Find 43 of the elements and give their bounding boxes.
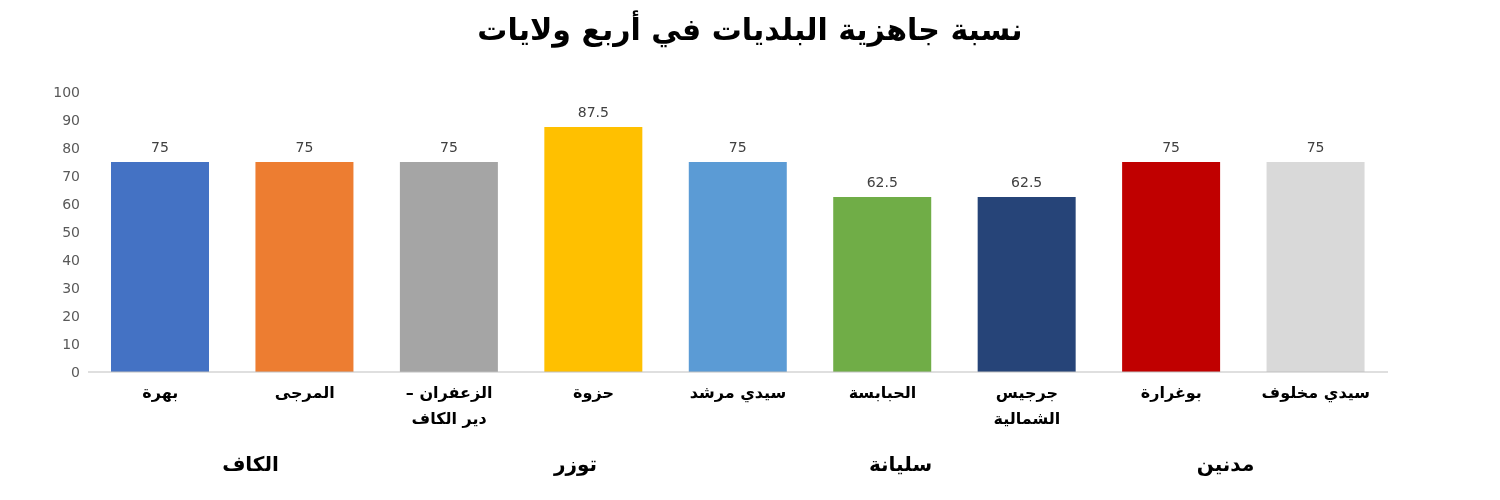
x-tick-label: جرجيس الشمالية — [993, 383, 1061, 428]
y-tick-label: 60 — [62, 195, 80, 212]
x-tick-label: حزوة — [573, 383, 614, 402]
chart-title: نسبة جاهزية البلديات في أربع ولايات — [476, 9, 1024, 50]
y-tick-label: 20 — [62, 307, 80, 324]
bar — [833, 197, 932, 372]
x-tick-label: الزعفران – دير الكاف — [405, 383, 493, 428]
x-tick-label: بهرة — [142, 383, 179, 402]
y-tick-label: 80 — [62, 139, 80, 156]
data-label: 75 — [151, 139, 169, 155]
data-label: 75 — [295, 139, 314, 155]
text: الكاف — [221, 452, 280, 476]
x-tick-label: سيدي مخلوف — [1261, 383, 1370, 403]
bar — [688, 162, 787, 372]
text: مدنين — [1195, 452, 1256, 476]
x-tick-label: الحبابسة — [848, 383, 917, 402]
data-label: 75 — [1306, 139, 1325, 155]
y-tick-label: 10 — [62, 335, 80, 352]
bar — [544, 127, 643, 372]
data-label: 87.5 — [577, 104, 609, 120]
y-tick-label: 70 — [62, 167, 80, 184]
data-label: 62.5 — [866, 174, 898, 190]
x-tick-label: سيدي مرشد — [689, 383, 787, 403]
text: توزر — [552, 452, 599, 476]
y-tick-label: 100 — [53, 83, 80, 100]
x-tick-label: بوغرارة — [1140, 383, 1202, 402]
y-tick-label: 0 — [71, 363, 80, 380]
data-label: 75 — [1162, 139, 1181, 155]
y-tick-label: 40 — [62, 251, 80, 268]
data-label: 62.5 — [1011, 174, 1043, 190]
data-label: 75 — [439, 139, 458, 155]
y-tick-label: 50 — [62, 223, 80, 240]
x-tick-label: المرجى — [274, 383, 335, 402]
bar — [1122, 162, 1221, 372]
text: سليانة — [867, 452, 934, 476]
bar — [399, 162, 498, 372]
bar — [111, 162, 209, 372]
bar — [977, 197, 1076, 372]
bar — [255, 162, 354, 372]
bar — [1266, 162, 1365, 372]
y-tick-label: 90 — [62, 111, 80, 128]
data-label: 75 — [728, 139, 747, 155]
y-tick-label: 30 — [62, 279, 80, 296]
